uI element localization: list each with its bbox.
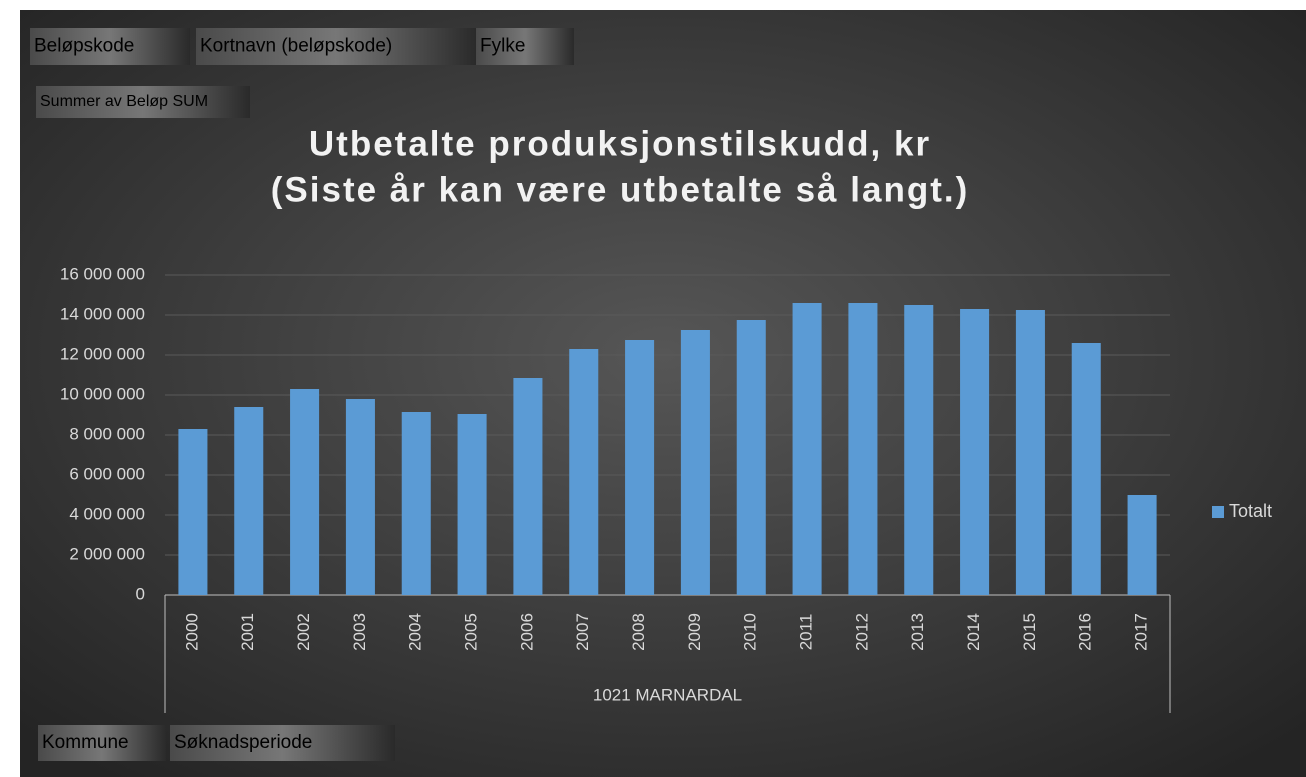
bar (1015, 310, 1045, 595)
chart-title: Utbetalte produksjonstilskudd, kr (309, 124, 931, 163)
x-tick-label: 2002 (294, 613, 313, 651)
field-button-label[interactable]: Beløpskode (34, 36, 134, 57)
field-button-label[interactable]: Kommune (42, 732, 129, 753)
x-tick-label: 2003 (350, 613, 369, 651)
field-button-label[interactable]: Søknadsperiode (174, 732, 312, 753)
bar (904, 305, 934, 595)
field-button[interactable] (38, 725, 166, 761)
bar (625, 340, 655, 595)
y-tick-label: 12 000 000 (60, 344, 145, 363)
x-tick-label: 2015 (1020, 613, 1039, 651)
field-button[interactable] (30, 28, 190, 65)
group-label: 1021 MARNARDAL (593, 685, 742, 704)
field-button[interactable] (36, 86, 250, 118)
x-tick-label: 2014 (964, 613, 983, 651)
y-tick-label: 2 000 000 (69, 544, 145, 563)
legend-swatch (1212, 506, 1224, 518)
bar (178, 429, 208, 595)
x-tick-label: 2001 (238, 613, 257, 651)
x-tick-label: 2006 (517, 613, 536, 651)
y-tick-label: 14 000 000 (60, 304, 145, 323)
bar (457, 414, 487, 595)
x-tick-label: 2010 (741, 613, 760, 651)
bar (1071, 343, 1101, 595)
x-tick-label: 2007 (573, 613, 592, 651)
bar (345, 399, 375, 595)
legend-label: Totalt (1229, 501, 1272, 521)
y-tick-label: 8 000 000 (69, 424, 145, 443)
bar (513, 378, 543, 595)
y-tick-label: 4 000 000 (69, 504, 145, 523)
y-tick-label: 16 000 000 (60, 264, 145, 283)
chart-title: (Siste år kan være utbetalte så langt.) (271, 170, 969, 209)
bar (234, 407, 264, 595)
x-tick-label: 2012 (852, 613, 871, 651)
bar (736, 320, 766, 595)
field-button[interactable] (170, 725, 395, 761)
x-tick-label: 2008 (629, 613, 648, 651)
y-tick-label: 10 000 000 (60, 384, 145, 403)
field-button-label[interactable]: Summer av Beløp SUM (40, 93, 208, 110)
x-tick-label: 2004 (406, 613, 425, 651)
bar (960, 309, 990, 595)
bar (290, 389, 320, 595)
x-tick-label: 2011 (797, 614, 816, 651)
bar (792, 303, 822, 595)
bar (569, 349, 599, 595)
bar (680, 330, 710, 595)
x-tick-label: 2005 (462, 613, 481, 651)
field-button[interactable] (196, 28, 476, 65)
bar (1127, 495, 1157, 595)
bar (401, 412, 431, 595)
x-tick-label: 2009 (685, 613, 704, 651)
x-tick-label: 2013 (908, 613, 927, 651)
y-tick-label: 0 (136, 584, 145, 603)
x-tick-label: 2000 (182, 613, 201, 651)
y-tick-label: 6 000 000 (69, 464, 145, 483)
field-button-label[interactable]: Fylke (480, 36, 525, 57)
field-button-label[interactable]: Kortnavn (beløpskode) (200, 36, 392, 57)
x-tick-label: 2017 (1132, 613, 1151, 651)
field-button[interactable] (476, 28, 574, 65)
x-tick-label: 2016 (1076, 613, 1095, 651)
bar (848, 303, 878, 595)
